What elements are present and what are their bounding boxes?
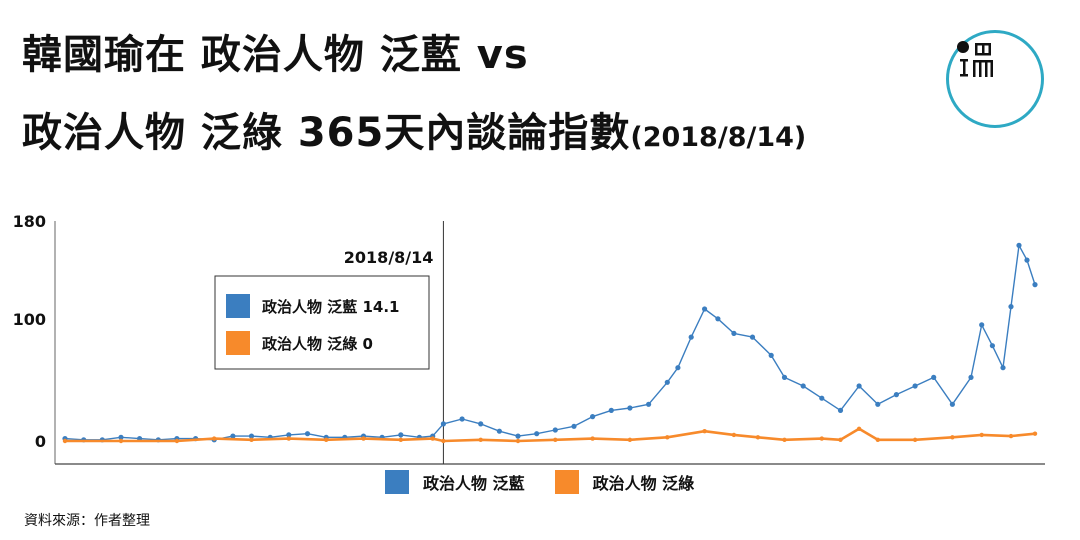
series-0-point-30: [608, 407, 614, 413]
series-1-point-2: [174, 438, 180, 444]
series-1-point-3: [212, 436, 217, 441]
series-0-point-34: [675, 365, 681, 371]
series-0-point-35: [688, 334, 694, 340]
source-note: 資料來源：作者整理: [24, 513, 150, 529]
tooltip-swatch-0: [226, 294, 250, 318]
series-1-point-19: [755, 435, 761, 440]
series-0-point-22: [459, 416, 465, 422]
y-tick-label-2: 180: [13, 212, 46, 231]
legend-swatch-blue: [385, 470, 409, 494]
series-0-point-46: [875, 401, 881, 407]
series-0-point-21: [440, 421, 446, 427]
series-0-point-31: [627, 405, 633, 411]
series-0-point-58: [1032, 282, 1038, 288]
tooltip-label-1: 政治人物 泛綠 0: [262, 335, 373, 353]
series-0-point-50: [949, 401, 956, 407]
series-1-point-0: [62, 438, 68, 444]
series-1-point-6: [324, 437, 329, 442]
tooltip-swatch-1: [226, 331, 250, 355]
series-0-point-18: [398, 432, 404, 438]
tooltip-box: [214, 275, 430, 370]
series-0-point-12: [286, 432, 292, 438]
series-0-point-24: [496, 428, 502, 434]
legend-item-orange: 政治人物 泛綠: [554, 470, 695, 494]
series-1-point-18: [731, 432, 737, 438]
series-1-point-25: [912, 437, 918, 442]
series-0-point-43: [819, 395, 825, 401]
series-1-point-14: [590, 436, 595, 441]
chart-title-line-1: 韓國瑜在 政治人物 泛藍 vs: [22, 32, 529, 78]
series-1-point-7: [361, 436, 366, 441]
series-0-point-37: [715, 316, 721, 322]
series-0-point-47: [893, 392, 900, 398]
legend-label-orange: 政治人物 泛綠: [592, 474, 695, 493]
legend-label-blue: 政治人物 泛藍: [423, 474, 525, 493]
series-1-point-27: [979, 432, 984, 438]
series-0-point-29: [590, 414, 596, 420]
series-line-0: [64, 244, 1036, 441]
series-0-point-32: [646, 401, 652, 407]
series-0-point-56: [1016, 242, 1022, 248]
series-0-point-10: [248, 433, 255, 439]
series-0-point-33: [664, 379, 670, 385]
series-1-point-24: [875, 437, 880, 442]
series-0-point-23: [478, 421, 484, 427]
series-1-point-5: [286, 436, 291, 441]
series-1-point-23: [856, 426, 862, 431]
date-marker-label: 2018/8/14: [344, 248, 434, 267]
series-1-point-13: [553, 437, 558, 442]
series-0-point-41: [781, 374, 788, 380]
brand-logo-icon: [946, 30, 1044, 128]
series-1-point-10: [441, 438, 446, 444]
chart-legend: 政治人物 泛藍 政治人物 泛綠: [385, 470, 694, 494]
series-0-point-40: [768, 352, 774, 358]
series-0-point-52: [979, 322, 985, 328]
series-1-point-17: [702, 429, 707, 434]
series-0-point-45: [856, 383, 862, 389]
series-0-point-48: [912, 383, 918, 389]
chart-title-main: 政治人物 泛綠 365天內談論指數: [22, 110, 631, 156]
series-0-point-9: [230, 433, 236, 439]
series-0-point-49: [931, 374, 937, 380]
series-0-point-44: [837, 407, 844, 413]
series-1-point-4: [249, 437, 254, 442]
series-1-point-1: [118, 438, 124, 444]
series-0-point-36: [702, 306, 708, 312]
series-0-point-25: [515, 433, 521, 439]
series-line-1: [65, 427, 1036, 443]
series-0-point-39: [749, 334, 756, 340]
series-1-point-26: [950, 435, 955, 440]
y-tick-label-1: 100: [13, 310, 46, 329]
series-1-point-16: [665, 435, 670, 440]
series-1-point-21: [819, 436, 824, 441]
series-0-point-57: [1024, 257, 1030, 263]
series-0-point-53: [989, 343, 996, 349]
legend-swatch-orange: [554, 470, 579, 494]
legend-item-blue: 政治人物 泛藍: [385, 470, 525, 494]
series-1-point-22: [838, 437, 843, 442]
series-1-point-28: [1008, 433, 1014, 439]
chart-title-line-2: 政治人物 泛綠 365天內談論指數(2018/8/14): [22, 100, 806, 158]
series-0-point-13: [304, 431, 311, 437]
chart-title-date: (2018/8/14): [630, 122, 807, 153]
series-0-point-28: [571, 423, 577, 429]
series-0-point-55: [1008, 304, 1014, 310]
series-0-point-38: [731, 330, 737, 336]
series-0-point-27: [552, 427, 558, 433]
series-1-point-8: [398, 437, 403, 442]
series-0-point-3: [118, 434, 124, 440]
series-0-point-42: [800, 383, 806, 389]
series-1-point-9: [430, 436, 435, 441]
tooltip-label-0: 政治人物 泛藍 14.1: [262, 298, 399, 316]
series-1-point-29: [1032, 431, 1038, 436]
series-0-point-54: [1000, 365, 1006, 371]
series-1-point-20: [782, 437, 787, 442]
series-1-point-12: [515, 438, 521, 444]
series-0-point-51: [968, 374, 974, 380]
series-0-point-26: [534, 431, 540, 437]
y-tick-label-0: 0: [35, 432, 46, 451]
series-1-point-11: [478, 437, 483, 442]
series-1-point-15: [627, 437, 633, 442]
